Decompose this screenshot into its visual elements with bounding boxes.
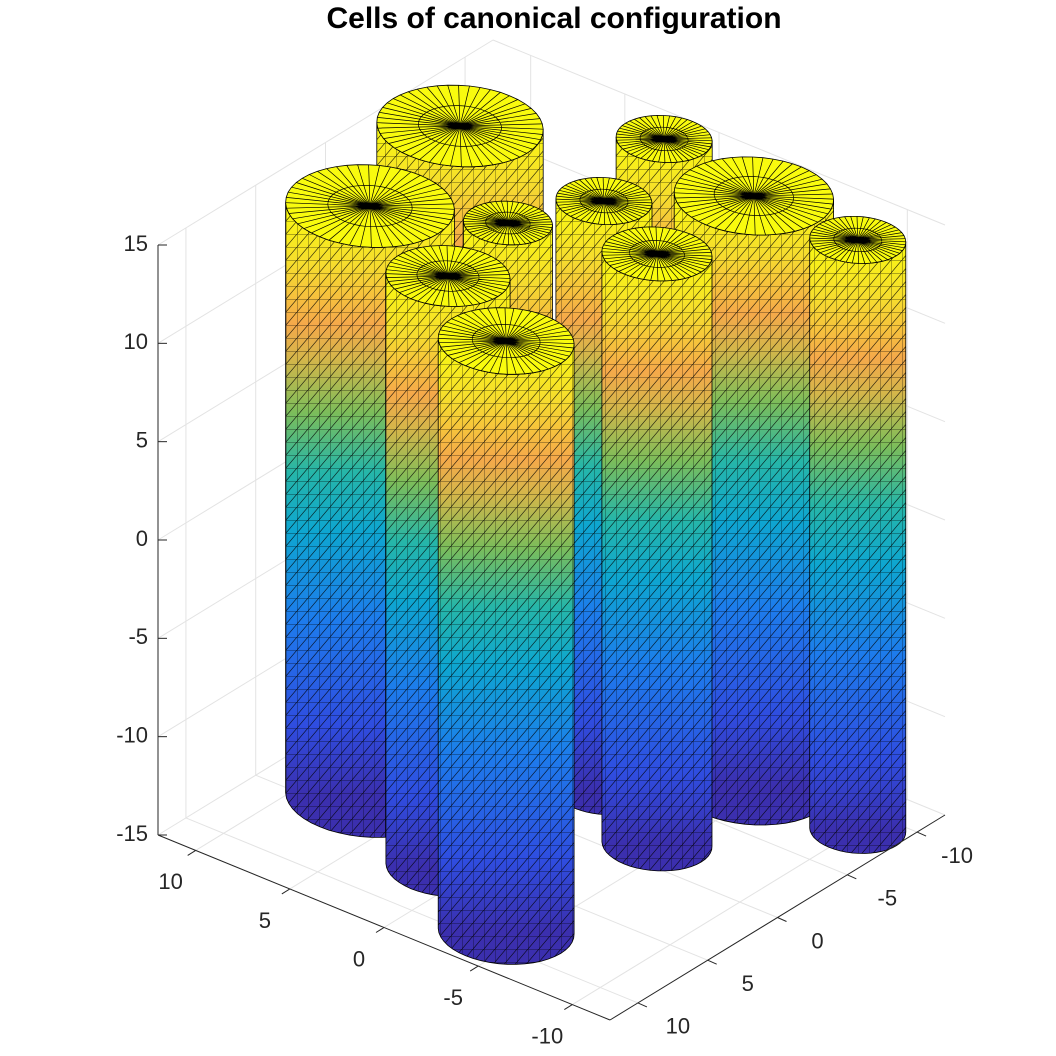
y-tick-label: -10 [531,1023,563,1048]
cell-mesh [437,338,575,965]
x-tick-label: -10 [941,843,973,868]
y-tick [375,927,385,933]
y-tick-label: -5 [443,985,463,1010]
y-tick-label: 10 [158,869,182,894]
x-tick-label: 0 [811,928,823,953]
cell-mesh [809,237,907,854]
z-tick-label: 5 [136,427,148,452]
cell-top-mesh [601,226,713,282]
x-tick-label: 5 [742,971,754,996]
cell-top-mesh [285,164,455,248]
z-tick-label: -10 [116,722,148,747]
x-tick-label: 10 [666,1014,690,1039]
cell-top-mesh [809,216,906,264]
cell-top-mesh [463,201,553,245]
y-tick-label: 0 [353,946,365,971]
x-tick [916,831,927,837]
cell [601,226,713,872]
grid-line [157,39,494,246]
cell-top-mesh [438,307,575,375]
z-tick-label: 15 [124,231,148,256]
cell-top-mesh [376,85,544,167]
cell-top-mesh [674,156,834,236]
z-tick-label: -15 [116,821,148,846]
x-tick [847,874,857,880]
axes: -10 -5 0 5 10 -10 -5 0 5 10 -15 -10 -5 0 5 10 15 [116,231,973,1049]
z-tick-label: 0 [136,526,148,551]
x-tick-label: -5 [878,886,898,911]
cell-top-mesh [385,245,511,307]
x-tick [777,917,787,922]
x-axis-line [609,814,946,1021]
cell [809,216,907,854]
x-tick [707,959,717,965]
cell-top-mesh [555,177,653,225]
y-axis-line [157,834,611,1021]
cell-top-mesh [616,115,713,163]
y-tick [564,1004,573,1011]
cell [437,307,575,965]
cell [673,156,835,826]
z-tick-label: -5 [128,624,148,649]
x-tick [637,1002,648,1008]
y-tick [281,888,291,895]
y-tick [187,849,196,856]
grid-line [492,39,946,226]
y-tick [469,965,479,972]
y-tick-label: 5 [259,908,271,933]
cell-mesh [601,251,713,872]
cells [285,84,907,965]
chart-title: Cells of canonical configuration [326,2,781,35]
z-tick-label: 10 [124,329,148,354]
